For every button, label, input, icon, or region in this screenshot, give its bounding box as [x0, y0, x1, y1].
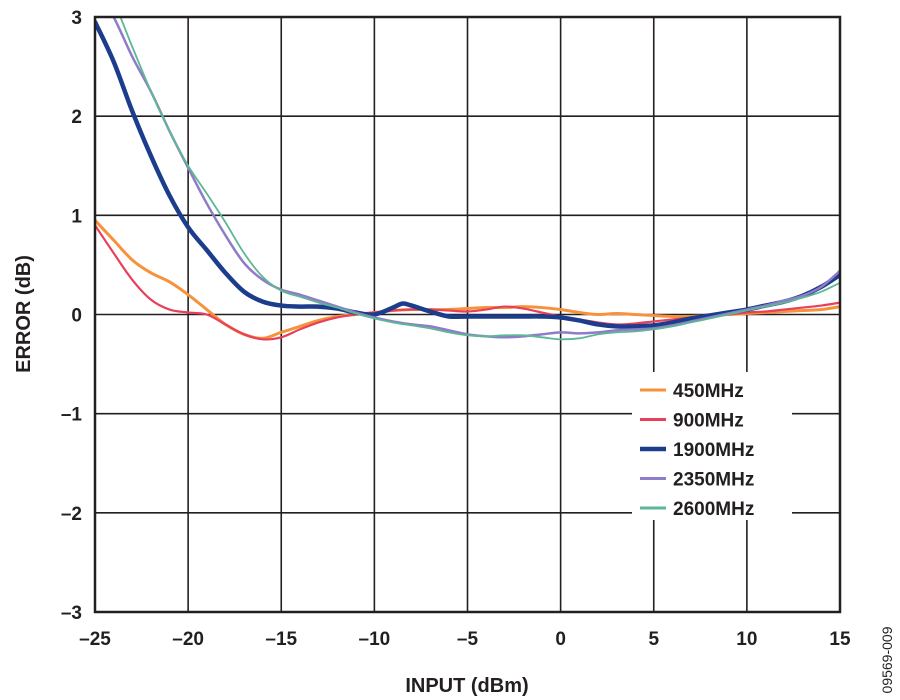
x-tick-label: –20	[172, 629, 204, 650]
legend-label-900mhz: 900MHz	[673, 411, 744, 432]
x-tick-label: 10	[736, 629, 757, 650]
legend-label-450mhz: 450MHz	[673, 381, 744, 402]
x-tick-label: 15	[829, 629, 851, 650]
y-tick-label: –1	[61, 405, 83, 426]
x-tick-label: –25	[79, 629, 111, 650]
x-tick-labels: –25 –20 –15 –10 –5 0 5 10 15	[79, 629, 851, 650]
y-tick-label: 0	[71, 306, 82, 327]
x-axis-title: INPUT (dBm)	[405, 675, 528, 697]
x-tick-label: –5	[457, 629, 479, 650]
legend-label-1900mhz: 1900MHz	[673, 440, 754, 461]
series-line-2350mhz	[112, 17, 840, 339]
figure-id: 09569-009	[879, 626, 895, 693]
legend-label-2600mhz: 2600MHz	[673, 499, 754, 520]
series-line-1900mhz	[95, 19, 840, 329]
legend-label-2350mhz: 2350MHz	[673, 470, 754, 491]
x-tick-label: –15	[265, 629, 297, 650]
legend-box	[632, 372, 792, 520]
series-line-2600mhz	[119, 17, 840, 341]
y-tick-label: –2	[61, 504, 82, 525]
series-layer	[95, 17, 840, 341]
y-axis-title: ERROR (dB)	[13, 255, 35, 373]
y-tick-label: –3	[61, 603, 82, 624]
x-tick-label: –10	[359, 629, 391, 650]
y-tick-label: 2	[71, 107, 82, 128]
legend: 450MHz 900MHz 1900MHz 2350MHz 2600MHz	[632, 372, 792, 520]
y-tick-label: 3	[71, 8, 82, 29]
x-tick-label: 5	[648, 629, 659, 650]
plot-frame	[93, 15, 842, 614]
y-tick-labels: 3 2 1 0 –1 –2 –3	[61, 8, 83, 624]
y-tick-label: 1	[71, 206, 82, 227]
x-tick-label: 0	[555, 629, 566, 650]
